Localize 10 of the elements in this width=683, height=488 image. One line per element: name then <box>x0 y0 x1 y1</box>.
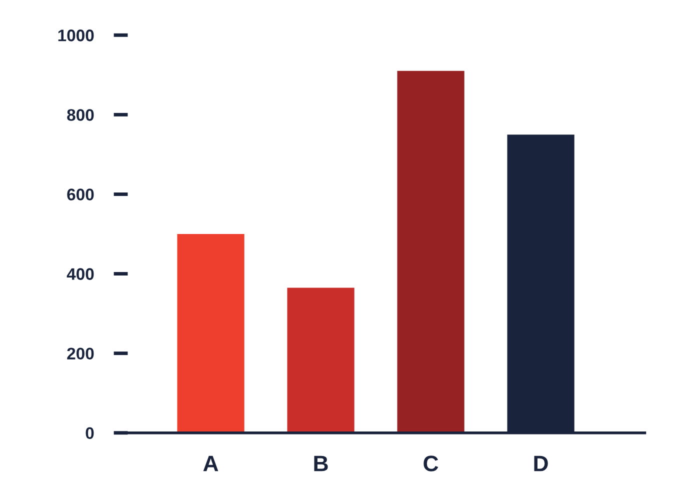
y-tick-label: 400 <box>66 268 94 280</box>
y-tick-label: 0 <box>86 427 94 440</box>
y-tick-label: 1000 <box>58 30 94 42</box>
x-tick-label: B <box>314 456 328 472</box>
x-tick-label: D <box>534 456 548 472</box>
y-tick-label: 200 <box>67 348 94 360</box>
x-tick-label: A <box>203 456 218 472</box>
y-tick-label: 800 <box>67 109 94 121</box>
y-tick-label: 600 <box>67 188 94 200</box>
x-tick-label: C <box>424 456 438 472</box>
